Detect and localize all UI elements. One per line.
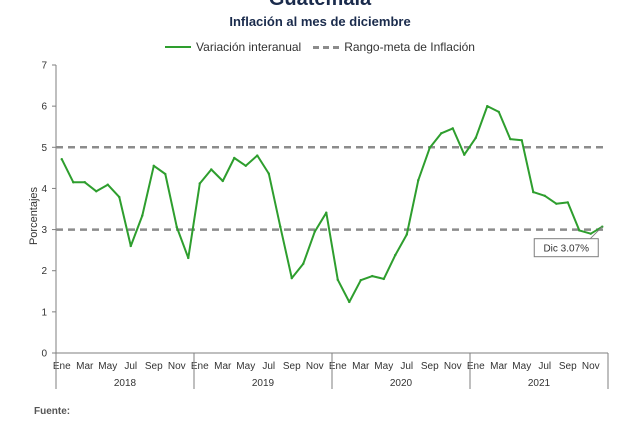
data-point bbox=[72, 181, 75, 184]
y-tick-label: 4 bbox=[41, 184, 47, 195]
y-tick-label: 7 bbox=[41, 61, 47, 72]
data-point bbox=[325, 211, 328, 214]
x-year-label: 2021 bbox=[528, 378, 551, 389]
data-point bbox=[118, 195, 121, 199]
data-point bbox=[428, 146, 431, 149]
x-tick-label: Nov bbox=[444, 361, 462, 372]
x-tick-label: Ene bbox=[329, 361, 347, 372]
x-tick-label: Jul bbox=[538, 361, 551, 372]
x-tick-label: May bbox=[98, 361, 117, 372]
data-point bbox=[359, 278, 362, 282]
data-point bbox=[164, 172, 167, 176]
data-point bbox=[474, 136, 477, 140]
data-point bbox=[578, 229, 581, 232]
y-tick-label: 2 bbox=[41, 266, 47, 277]
data-point bbox=[405, 233, 408, 236]
legend-item-rango-meta: Rango-meta de Inflación bbox=[313, 40, 475, 54]
data-point bbox=[348, 300, 351, 304]
data-point bbox=[141, 214, 144, 217]
legend-item-variacion: Variación interanual bbox=[165, 40, 301, 54]
x-year-label: 2018 bbox=[114, 378, 137, 389]
x-tick-label: Mar bbox=[76, 361, 94, 372]
x-tick-label: Ene bbox=[191, 361, 209, 372]
x-tick-label: Nov bbox=[306, 361, 324, 372]
legend-swatch-solid bbox=[165, 46, 192, 48]
x-tick-label: Ene bbox=[53, 361, 71, 372]
data-point bbox=[302, 262, 305, 265]
legend-label-variacion: Variación interanual bbox=[196, 40, 302, 54]
data-point bbox=[175, 225, 178, 229]
data-point bbox=[497, 110, 500, 114]
chart-subtitle: Inflación al mes de diciembre bbox=[229, 14, 411, 29]
x-tick-label: May bbox=[236, 361, 255, 372]
y-tick-label: 1 bbox=[41, 307, 47, 318]
x-tick-label: Sep bbox=[559, 361, 577, 372]
data-point bbox=[566, 201, 569, 204]
chart-title: Guatemala bbox=[0, 0, 640, 11]
data-point bbox=[267, 172, 270, 175]
series-line-variacion bbox=[60, 105, 603, 303]
data-point bbox=[198, 182, 201, 185]
source-label: Fuente: bbox=[34, 406, 71, 417]
x-tick-label: Sep bbox=[145, 361, 163, 372]
x-year-label: 2019 bbox=[252, 378, 275, 389]
data-point bbox=[256, 154, 259, 157]
data-point bbox=[382, 277, 385, 281]
annotation-box bbox=[533, 238, 599, 258]
x-tick-label: Mar bbox=[214, 361, 232, 372]
data-point bbox=[95, 190, 98, 193]
data-point bbox=[520, 139, 523, 142]
data-point bbox=[129, 244, 132, 248]
x-tick-label: Nov bbox=[582, 361, 600, 372]
x-tick-label: Jul bbox=[400, 361, 413, 372]
chart-legend: Variación interanual Rango-meta de Infla… bbox=[0, 40, 640, 54]
data-point bbox=[106, 183, 109, 186]
data-point bbox=[543, 194, 546, 198]
x-tick-label: Jul bbox=[124, 361, 137, 372]
x-tick-label: Sep bbox=[283, 361, 301, 372]
data-point bbox=[555, 202, 558, 205]
x-tick-label: Jul bbox=[262, 361, 275, 372]
data-point bbox=[486, 104, 489, 108]
data-point bbox=[440, 132, 443, 135]
data-point bbox=[210, 168, 213, 171]
annotation-label: Dic 3.07% bbox=[543, 244, 589, 255]
x-tick-label: Sep bbox=[421, 361, 439, 372]
data-point bbox=[83, 181, 86, 184]
y-tick-label: 0 bbox=[41, 349, 47, 360]
legend-label-rango-meta: Rango-meta de Inflación bbox=[344, 40, 475, 54]
data-point bbox=[187, 256, 190, 260]
data-point bbox=[371, 274, 374, 278]
annotation-leader bbox=[589, 226, 603, 240]
x-tick-label: Mar bbox=[352, 361, 370, 372]
data-point bbox=[233, 156, 236, 160]
data-point bbox=[221, 179, 224, 183]
data-point bbox=[417, 179, 420, 182]
x-tick-label: May bbox=[512, 361, 531, 372]
data-point bbox=[290, 276, 293, 280]
x-tick-label: Ene bbox=[467, 361, 485, 372]
data-point bbox=[313, 230, 316, 233]
data-point bbox=[451, 127, 454, 130]
data-point bbox=[60, 158, 63, 161]
y-tick-label: 6 bbox=[41, 102, 47, 113]
data-point bbox=[509, 137, 512, 141]
x-tick-label: Mar bbox=[490, 361, 508, 372]
y-tick-label: 5 bbox=[41, 143, 47, 154]
data-point bbox=[279, 225, 282, 228]
x-tick-label: May bbox=[374, 361, 393, 372]
data-point bbox=[336, 278, 339, 281]
x-tick-label: Nov bbox=[168, 361, 186, 372]
data-point bbox=[394, 253, 397, 257]
data-point bbox=[152, 164, 155, 167]
data-point bbox=[244, 164, 247, 167]
legend-swatch-dashed bbox=[313, 45, 340, 49]
data-point bbox=[463, 153, 466, 156]
y-tick-label: 3 bbox=[41, 225, 47, 236]
data-point bbox=[532, 190, 535, 194]
data-point bbox=[589, 232, 592, 235]
x-year-label: 2020 bbox=[390, 378, 413, 389]
